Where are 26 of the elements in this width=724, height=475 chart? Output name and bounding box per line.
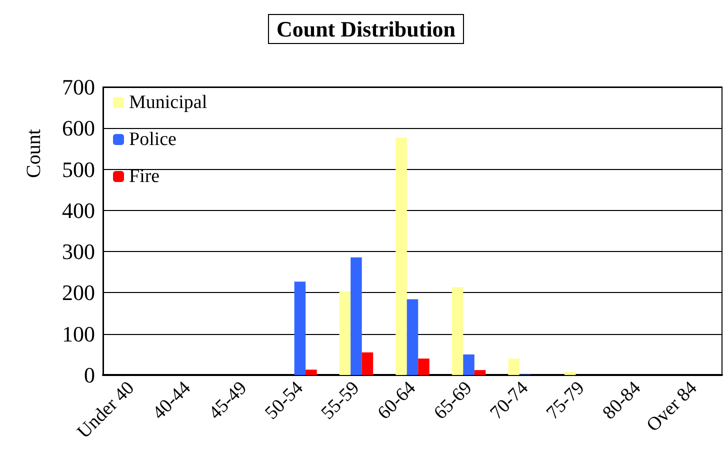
bar [350,257,362,375]
legend-label: Police [129,129,176,150]
y-tick-label: 300 [62,239,95,264]
y-tick-label: 100 [62,321,95,346]
legend-label: Municipal [129,92,208,113]
y-tick-label: 400 [62,198,95,223]
y-tick-label: 700 [62,74,95,100]
bar [452,286,464,375]
y-tick-label: 500 [62,156,95,182]
bar [508,358,520,375]
bar [306,370,317,375]
bar [474,370,486,375]
bar [418,358,430,375]
bar [396,138,407,375]
bar [362,352,374,375]
chart-title: Count Distribution [276,16,456,42]
bar [406,299,418,375]
y-tick-label: 200 [62,280,95,306]
y-tick-label: 0 [84,362,95,388]
y-axis-title: Count [23,128,45,178]
bar [463,354,474,375]
bar [564,372,576,375]
bar [294,282,306,375]
x-tick-label: Over 84 [642,377,702,436]
y-tick-label: 600 [62,116,95,141]
bar [339,291,351,375]
